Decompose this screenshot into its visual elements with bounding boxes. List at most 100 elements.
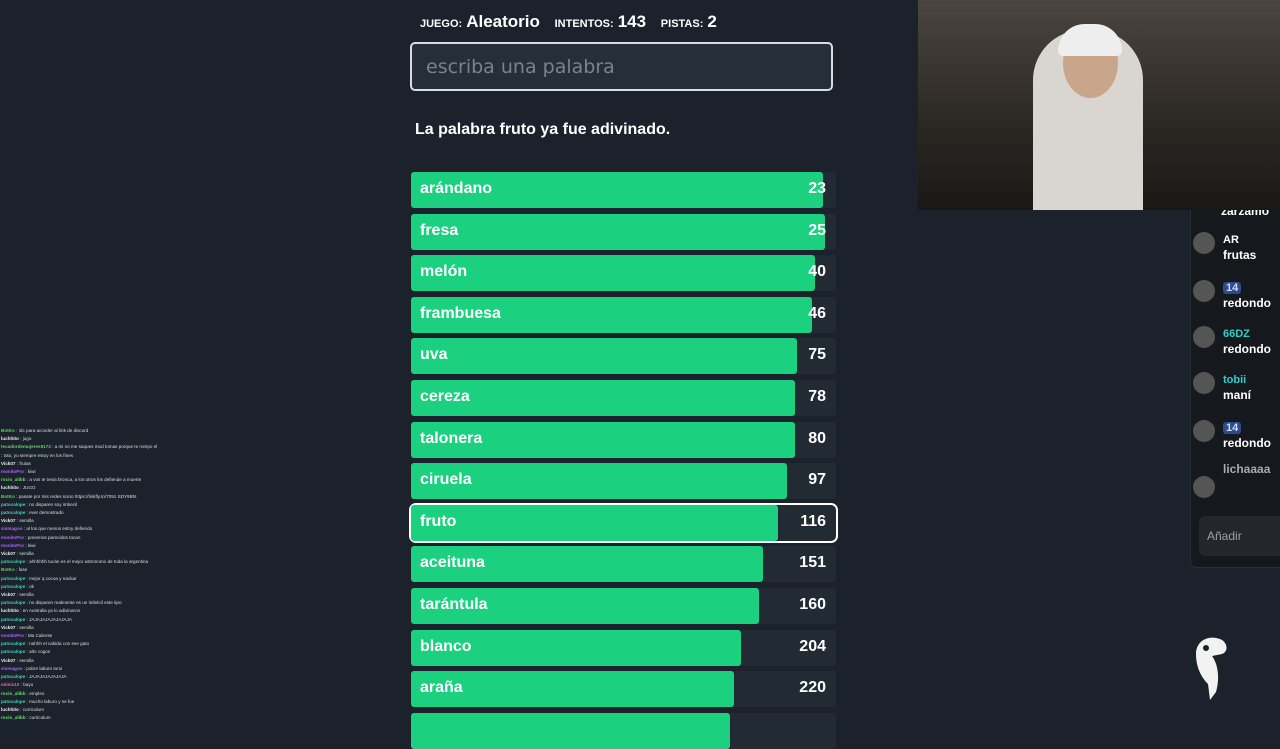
similarity-bar <box>411 296 813 333</box>
attempts-value: 143 <box>617 12 647 31</box>
chat-line: sismagoo : al los que menos estoy defien… <box>1 526 93 532</box>
toucan-logo-icon <box>1196 637 1227 700</box>
chat-line: rocio_alibb : curriculum <box>1 715 51 721</box>
guess-rank: 75 <box>808 346 826 364</box>
guess-word: aceituna <box>420 554 485 572</box>
chat-text: semilla <box>19 657 34 663</box>
guess-word: melón <box>420 263 468 281</box>
chat-line: patocalope : JAJAJAJAJAJAJA <box>1 674 67 680</box>
avatar <box>1193 372 1215 394</box>
chat-text: semilla <box>19 592 34 598</box>
similarity-bar <box>411 172 824 208</box>
avatar <box>1193 326 1215 348</box>
status-message: La palabra fruto ya fue adivinado. <box>415 121 670 139</box>
guess-row: fruto 116 <box>409 502 838 543</box>
guess-row: uva 75 <box>411 338 836 375</box>
chat-user: patocalope <box>1 510 26 516</box>
chat-username: AR <box>1223 234 1239 246</box>
chat-text: jugo <box>22 436 32 442</box>
chat-text: ponemos parecidos tocan <box>27 534 81 540</box>
chat-line: rocio_alibb : a vos te tenia bronca, a l… <box>1 477 142 483</box>
guess-rank: 23 <box>808 180 826 197</box>
chat-user: Vick07 <box>1 551 16 557</box>
guess-row: fresa 25 <box>411 213 836 250</box>
chat-line: mimix10 : bayu <box>1 682 34 688</box>
guess-rank: 80 <box>808 429 826 447</box>
chat-user: monitoPro <box>1 633 24 639</box>
chat-text: en Australia ya lo adivinaron <box>22 608 81 614</box>
chat-user: BotKo <box>1 428 15 433</box>
stream-chat: BotKo : !dc para acceder al link de disc… <box>1 427 171 722</box>
chat-text: a vos te tenia bronca, a los otros los d… <box>29 477 142 483</box>
chat-user: Vick07 <box>1 624 16 630</box>
chat-line: patocalope : ahhhhhh tucán es el mejor a… <box>1 559 149 565</box>
guess-row: tarántula 160 <box>411 588 836 624</box>
similarity-bar <box>411 463 788 500</box>
guess-row: frambuesa 46 <box>411 296 836 333</box>
word-input[interactable] <box>412 44 831 89</box>
side-chat-message: 14 redondo <box>1193 280 1271 310</box>
chat-text: no disparen realmente es un imbécil este… <box>29 600 122 606</box>
chat-text: !dc para acceder al link de discord <box>18 428 89 433</box>
chat-text: mucho laburo y se fue <box>29 698 75 704</box>
guess-word: talonera <box>420 429 483 447</box>
chat-text: ok <box>29 583 34 589</box>
chat-text: fase <box>18 567 28 573</box>
guess-rank: 46 <box>808 304 826 322</box>
chat-line: sismagoo : pobre laburo tomi <box>1 665 63 671</box>
add-comment-input[interactable]: Añadir comentario <box>1199 516 1280 556</box>
chat-line: patocalope : ever demostrado <box>1 510 64 516</box>
chat-user: Vick07 <box>1 657 16 663</box>
guess-row: arándano 23 <box>411 172 836 208</box>
chat-user: luchhito <box>1 706 19 712</box>
chat-user: patocalope <box>1 698 26 704</box>
guess-word: araña <box>420 679 463 697</box>
similarity-bar <box>411 338 797 375</box>
guess-word: frambuesa <box>420 304 501 322</box>
guess-row: cereza 78 <box>411 380 836 416</box>
chat-user: monitoPro <box>1 534 24 540</box>
chat-text: JAJAJAJAJAJAJAJA <box>29 616 72 622</box>
guess-row: melón 40 <box>411 255 836 292</box>
chat-line: tecadordemujeres9173 : a mi no me saques… <box>1 444 158 450</box>
chat-username: 14 <box>1223 282 1242 294</box>
chat-line: BotKo : pasate por mis redes socio https… <box>1 493 137 499</box>
chat-text: maní <box>1223 388 1252 402</box>
guess-row: blanco 204 <box>411 629 836 666</box>
game-stats: JUEGO: Aleatorio INTENTOS: 143 PISTAS: 2 <box>420 12 727 32</box>
chat-user: luchhito <box>1 608 19 614</box>
guess-word: arándano <box>420 180 493 197</box>
chat-line: patocalope : JAJAJAJAJAJAJAJA <box>1 616 72 622</box>
guess-rank: 78 <box>808 388 826 405</box>
chat-text: semilla <box>19 551 34 557</box>
guess-row: ciruela 97 <box>411 463 836 500</box>
chat-user: sismagoo <box>1 665 23 671</box>
side-chat-message: zarzamo <box>1203 210 1269 218</box>
chat-line: BotKo : fase <box>1 567 28 573</box>
hints-value: 2 <box>707 12 717 31</box>
chat-username: tobii <box>1223 374 1247 386</box>
chat-user: patocalope <box>1 649 26 655</box>
chat-line: patocalope : mejor q cocoa y nackar <box>1 575 77 581</box>
chat-user: patocalope <box>1 559 26 565</box>
message-post: ya fue adivinado. <box>535 121 671 138</box>
chat-text: curriculum <box>22 706 44 712</box>
guess-rank: 160 <box>799 596 826 613</box>
chat-text: JAJAJAJAJAJAJA <box>29 674 67 680</box>
avatar <box>1193 232 1215 254</box>
streamer-cap <box>1058 24 1122 56</box>
game-value: Aleatorio <box>466 12 540 31</box>
chat-text: no disparen soy imbecil <box>29 501 78 507</box>
side-chat-message: tobii maní <box>1193 372 1252 402</box>
message-word: fruto <box>499 121 536 138</box>
avatar <box>1193 420 1215 442</box>
chat-text: redondo <box>1223 342 1271 356</box>
chat-user: luchhito <box>1 485 19 491</box>
guess-row: talonera 80 <box>411 421 836 458</box>
chat-text: bayu <box>23 682 34 688</box>
chat-user: Vick07 <box>1 518 16 524</box>
guess-rank: 97 <box>808 471 826 489</box>
guess-rank: 220 <box>799 679 826 697</box>
word-input-box[interactable] <box>410 42 833 91</box>
chat-text: kiwi <box>27 469 36 475</box>
